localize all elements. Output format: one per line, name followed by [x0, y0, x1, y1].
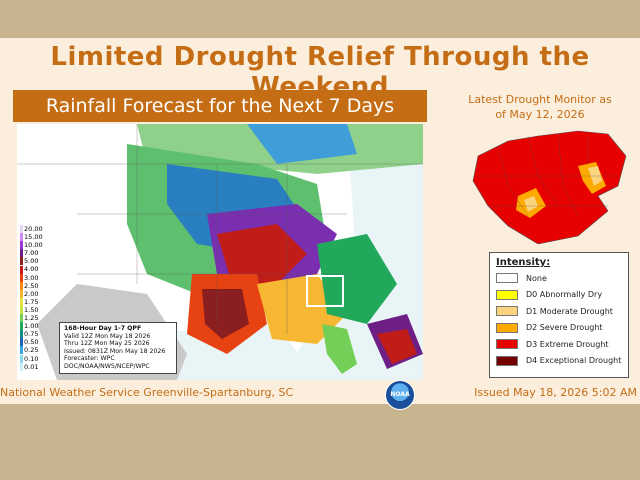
qpf-scale-swatch	[20, 241, 23, 250]
legend-swatch-d1	[496, 306, 518, 317]
qpf-box-thru: Thru 12Z Mon May 25 2026	[64, 340, 150, 347]
qpf-scale-entry: 0.10	[20, 355, 50, 363]
qpf-scale-swatch	[20, 281, 23, 290]
drought-intensity-legend: Intensity: None D0 Abnormally Dry D1 Mod…	[489, 252, 629, 378]
qpf-scale-entry: 5.00	[20, 257, 50, 266]
qpf-scale-swatch	[20, 314, 23, 323]
qpf-scale-entry: 0.50	[20, 338, 50, 347]
qpf-scale-swatch	[20, 233, 23, 242]
qpf-scale-label: 4.00	[24, 265, 39, 274]
qpf-scale-swatch	[20, 289, 23, 298]
legend-label: D2 Severe Drought	[526, 323, 603, 333]
forecast-area-highlight-box	[306, 275, 344, 307]
qpf-scale-label: 0.25	[24, 346, 39, 355]
legend-item: D1 Moderate Drought	[496, 303, 622, 320]
qpf-scale-label: 10.00	[24, 241, 43, 250]
drought-map-graphic	[472, 130, 627, 245]
legend-label: D0 Abnormally Dry	[526, 290, 603, 300]
rainfall-header: Rainfall Forecast for the Next 7 Days	[13, 90, 427, 122]
qpf-info-box: 168-Hour Day 1-7 QPF Valid 12Z Mon May 1…	[59, 322, 177, 374]
drought-monitor-caption: Latest Drought Monitor as of May 12, 202…	[448, 92, 632, 122]
legend-swatch-d2	[496, 322, 518, 333]
noaa-logo: NOAA	[385, 380, 415, 410]
qpf-box-title: 168-Hour Day 1-7 QPF	[64, 325, 142, 332]
legend-swatch-none	[496, 273, 518, 284]
qpf-scale-entry: 10.00	[20, 241, 50, 250]
qpf-box-valid: Valid 12Z Mon May 18 2026	[64, 332, 151, 340]
qpf-scale-entry: 3.00	[20, 274, 50, 282]
qpf-scale-swatch	[20, 354, 23, 363]
legend-item: D3 Extreme Drought	[496, 336, 622, 353]
qpf-scale-swatch	[20, 225, 23, 234]
rainfall-forecast-map: 168-Hour Day 1-7 QPF Valid 12Z Mon May 1…	[17, 124, 423, 410]
qpf-scale-label: 0.01	[24, 362, 39, 371]
qpf-scale-label: 7.00	[24, 249, 39, 258]
drought-caption-line1: Latest Drought Monitor as	[468, 93, 612, 106]
page-title: Limited Drought Relief Through the Weeke…	[50, 42, 590, 102]
legend-swatch-d3	[496, 339, 518, 350]
legend-item: D4 Exceptional Drought	[496, 353, 622, 370]
qpf-scale-label: 20.00	[24, 225, 43, 233]
qpf-scale-swatch	[20, 305, 23, 314]
qpf-scale-label: 0.75	[24, 330, 39, 339]
qpf-scale-swatch	[20, 338, 23, 347]
legend-swatch-d4	[496, 355, 518, 366]
qpf-scale-swatch	[20, 346, 23, 355]
legend-item: D2 Severe Drought	[496, 320, 622, 337]
qpf-scale-entry: 1.25	[20, 314, 50, 323]
qpf-scale-entry: 1.75	[20, 298, 50, 306]
qpf-scale-label: 1.50	[24, 305, 39, 314]
qpf-scale-entry: 2.00	[20, 290, 50, 298]
qpf-scale-entry: 4.00	[20, 265, 50, 274]
qpf-scale-label: 2.00	[24, 289, 39, 298]
qpf-box-source: DOC/NOAA/NWS/NCEP/WPC	[64, 362, 150, 370]
qpf-scale-entry: 15.00	[20, 233, 50, 242]
legend-label: D4 Exceptional Drought	[526, 356, 622, 366]
legend-label: D1 Moderate Drought	[526, 306, 613, 316]
qpf-scale-label: 1.25	[24, 314, 39, 323]
qpf-scale-swatch	[20, 362, 23, 371]
drought-caption-line2: of May 12, 2026	[495, 108, 585, 121]
qpf-box-issued: Issued: 0831Z Mon May 18 2026	[64, 347, 166, 355]
legend-label: None	[526, 273, 547, 283]
qpf-scale-entry: 0.01	[20, 363, 50, 371]
qpf-scale-label: 2.50	[24, 281, 39, 290]
noaa-logo-text: NOAA	[390, 391, 410, 398]
qpf-scale-label: 5.00	[24, 257, 39, 266]
qpf-box-forecaster: Forecaster: WPC	[64, 355, 115, 362]
qpf-scale-swatch	[20, 297, 23, 306]
qpf-scale-entry: 0.75	[20, 330, 50, 339]
legend-item: D0 Abnormally Dry	[496, 287, 622, 304]
qpf-color-scale: 20.00 15.00 10.00 7.00 5.00 4.00 3.00 2.50 2.00 1…	[20, 225, 50, 371]
qpf-scale-swatch	[20, 273, 23, 282]
qpf-scale-swatch	[20, 249, 23, 258]
legend-label: D3 Extreme Drought	[526, 339, 609, 349]
qpf-scale-label: 1.75	[24, 297, 39, 306]
qpf-scale-swatch	[20, 257, 23, 266]
qpf-scale-entry: 1.00	[20, 322, 50, 331]
qpf-scale-label: 3.00	[24, 273, 39, 282]
qpf-scale-label: 0.10	[24, 354, 39, 363]
qpf-scale-entry: 20.00	[20, 225, 50, 234]
qpf-scale-label: 1.00	[24, 322, 39, 331]
qpf-scale-entry: 0.25	[20, 346, 50, 355]
qpf-scale-swatch	[20, 265, 23, 274]
legend-item: None	[496, 270, 622, 287]
qpf-scale-swatch	[20, 322, 23, 331]
qpf-scale-entry: 2.50	[20, 282, 50, 290]
qpf-scale-entry: 7.00	[20, 249, 50, 258]
footer-office: National Weather Service Greenville-Spar…	[0, 386, 294, 399]
qpf-scale-swatch	[20, 330, 23, 339]
qpf-scale-entry: 1.50	[20, 306, 50, 314]
legend-title: Intensity:	[496, 257, 551, 268]
qpf-scale-label: 15.00	[24, 233, 43, 242]
qpf-scale-label: 0.50	[24, 338, 39, 347]
legend-swatch-d0	[496, 289, 518, 300]
footer-issued: Issued May 18, 2026 5:02 AM	[474, 386, 637, 399]
drought-monitor-map	[468, 126, 632, 245]
